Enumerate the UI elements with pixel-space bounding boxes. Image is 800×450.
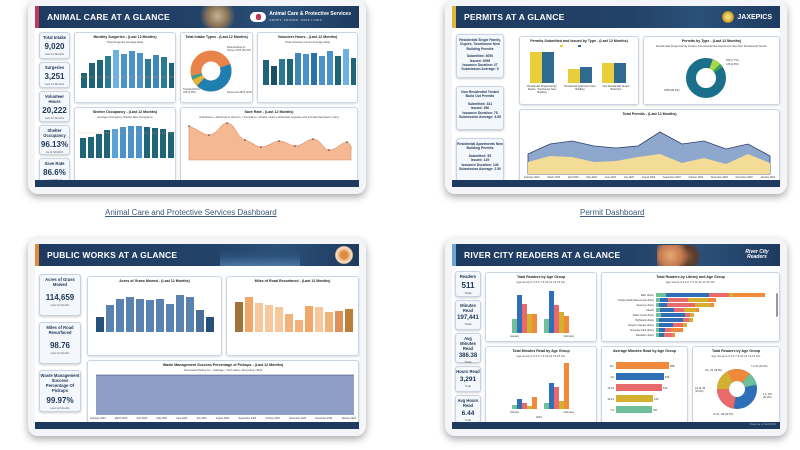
readers-dashboard: RIVER CITY READERS AT A GLANCE River Cit…: [452, 244, 780, 429]
animal-care-logo: Animal Care & Protective Services ADOPT.…: [250, 9, 351, 25]
readers-by-library-chart: Total Readers by Library and Age Group A…: [601, 272, 780, 342]
readers-by-age-chart: Total Readers by Age Group Age Group 0-3…: [485, 272, 597, 342]
surgeries-bars: [79, 50, 175, 88]
kpi-acres-mowed: Acres of Grass Mowed 114,659 Last 12 Mon…: [39, 274, 81, 316]
waste-management-chart: Waste Management Success Percentage of P…: [87, 360, 359, 424]
occupancy-bars: [78, 126, 175, 158]
avg-minutes-bars: [616, 362, 669, 413]
kpi-surgeries: Surgeries 3,251 Last 12 Months: [39, 62, 70, 88]
road-resurfaced-chart: Miles of Road Resurfaced - (Last 12 Mont…: [226, 276, 359, 356]
minutes-age-month-axis: January February: [510, 411, 574, 414]
readers-donut: [717, 368, 757, 409]
avg-minutes-by-age-chart: Average Minutes Read by Age Group 16+ 4-…: [601, 346, 688, 423]
permits-donut: [686, 58, 726, 98]
kpi-total-intake: Total Intake 9,020 Last 12 Months: [39, 32, 70, 59]
kpi-residential-apartments: Residential Apartments New Building Perm…: [456, 138, 504, 182]
permits-dashboard-card[interactable]: PERMITS AT A GLANCE JAXEPICS Residential…: [445, 0, 787, 194]
readers-title: RIVER CITY READERS AT A GLANCE: [464, 250, 621, 260]
permits-banner: PERMITS AT A GLANCE JAXEPICS: [452, 6, 780, 28]
total-permits-area-chart: Total Permits - (Last 12 Months) Februar…: [519, 109, 780, 185]
total-permits-area: [527, 131, 771, 175]
readers-footer: Data as of 02/29/24: [452, 422, 780, 429]
animal-care-footer: [35, 180, 359, 187]
animal-care-dashboard-card[interactable]: ANIMAL CARE AT A GLANCE Animal Care & Pr…: [28, 0, 366, 194]
animal-care-dashboard: ANIMAL CARE AT A GLANCE Animal Care & Pr…: [35, 6, 359, 187]
public-works-dashboard-card[interactable]: PUBLIC WORKS AT A GLANCE Acres of Grass …: [28, 238, 366, 436]
shelter-occupancy-chart: Shelter Occupancy - (Last 12 Months) Ave…: [74, 107, 176, 183]
library-labels: Main Library Charles Webb Wesconnett Lib…: [617, 294, 654, 337]
avg-minutes-labels: 16+ 4-6 13-15 10-12 7-9: [607, 365, 614, 412]
waste-month-axis: February 2023 March 2023 April 2023 May 20…: [90, 417, 356, 420]
animal-care-banner: ANIMAL CARE AT A GLANCE Animal Care & Pr…: [35, 6, 359, 28]
river-city-readers-logo: River City Readers: [745, 249, 769, 260]
readers-by-age-donut: Total Readers by Age Group Age Group 0-3…: [692, 346, 780, 423]
permit-dashboard-link[interactable]: Permit Dashboard: [580, 208, 645, 217]
readers-banner: RIVER CITY READERS AT A GLANCE River Cit…: [452, 244, 780, 266]
public-works-dashboard: PUBLIC WORKS AT A GLANCE Acres of Grass …: [35, 244, 359, 429]
total-permits-month-axis: February 2023 March 2023 April 2023 May 20…: [524, 176, 775, 179]
kpi-hours-read: Hours Read 3,291 Total: [455, 366, 481, 392]
permits-by-type-donut: Permits by Type - (Last 12 Months) Resid…: [643, 36, 780, 105]
road-bars: [235, 297, 353, 332]
grass-mowed-chart: Acres of Grass Mowed - (Last 12 Months): [87, 276, 222, 356]
kpi-waste-success: Waste Management Success Percentage Of P…: [39, 370, 81, 412]
save-rate-area: [188, 122, 352, 161]
permits-by-type-bar-chart: Permits Submitted and Issued by Type - (…: [519, 36, 639, 105]
save-rate-chart: Save Rate - (Last 12 Months) (Adoptions …: [180, 107, 358, 183]
city-seal-icon: [722, 11, 735, 23]
readers-age-month-axis: January February: [510, 335, 574, 338]
skyline-image-icon: [220, 250, 300, 266]
paw-heart-icon: [250, 12, 267, 22]
grass-bars: [96, 295, 214, 332]
minutes-by-age-chart: Total Minutes Read by Age Group Age Grou…: [485, 346, 597, 423]
readers-age-bars: [512, 291, 569, 333]
dog-photo-icon: [195, 6, 240, 28]
kpi-avg-hours-read: Avg Hours Read 6.44 Total: [455, 395, 481, 423]
readers-dashboard-card[interactable]: RIVER CITY READERS AT A GLANCE River Cit…: [445, 238, 787, 436]
library-scrollbar: [776, 293, 778, 317]
kpi-volunteer-hours: Volunteer Hours 20,222 Last 12 Months: [39, 91, 70, 122]
jaxepics-logo: JAXEPICS: [722, 9, 772, 25]
library-stacked-bars: [656, 293, 778, 337]
kpi-residential-single-family: Residential Single Family, Duplex, Townh…: [456, 34, 504, 78]
kpi-minutes-read: Minutes Read 197,441 Totals: [455, 300, 481, 330]
waste-area: [96, 374, 354, 415]
volunteer-bars: [263, 49, 356, 85]
animal-care-dashboard-link[interactable]: Animal Care and Protective Services Dash…: [105, 208, 277, 217]
permits-footer: [452, 180, 780, 187]
kpi-non-residential-tenant: Non Residential Tenant Build Out Permits…: [456, 86, 504, 130]
permits-title: PERMITS AT A GLANCE: [464, 12, 565, 22]
minutes-age-bars: [512, 363, 569, 409]
permits-by-type-bars: [530, 45, 626, 83]
permits-dashboard: PERMITS AT A GLANCE JAXEPICS Residential…: [452, 6, 780, 187]
kpi-shelter-occupancy: Shelter Occupancy 96.13% As of 02/2024: [39, 125, 70, 155]
kpi-miles-resurfaced: Miles of Road Resurfaced 98.76 Last 12 M…: [39, 322, 81, 364]
public-works-banner: PUBLIC WORKS AT A GLANCE: [35, 244, 359, 266]
public-works-footer: [35, 422, 359, 429]
volunteer-hours-chart: Volunteer Hours - (Last 12 Months) Total…: [257, 32, 358, 103]
kids-reading-illustration-icon: [657, 245, 702, 266]
kpi-avg-minutes-read: Avg Minutes Read 386.38 Totals: [455, 333, 481, 364]
avg-minutes-values: 588 536 514 410 397: [653, 365, 675, 412]
public-works-title: PUBLIC WORKS AT A GLANCE: [47, 250, 178, 260]
intake-types-chart: Total Intake Types - (Last 12 Months) Re…: [180, 32, 253, 103]
intake-donut: [190, 50, 232, 92]
animal-care-title: ANIMAL CARE AT A GLANCE: [47, 12, 170, 22]
monthly-surgeries-chart: Monthly Surgeries - (Last 12 Months) Tot…: [74, 32, 176, 103]
city-seal-icon: [335, 246, 353, 264]
kpi-readers: Readers 511 Totals: [455, 271, 481, 297]
